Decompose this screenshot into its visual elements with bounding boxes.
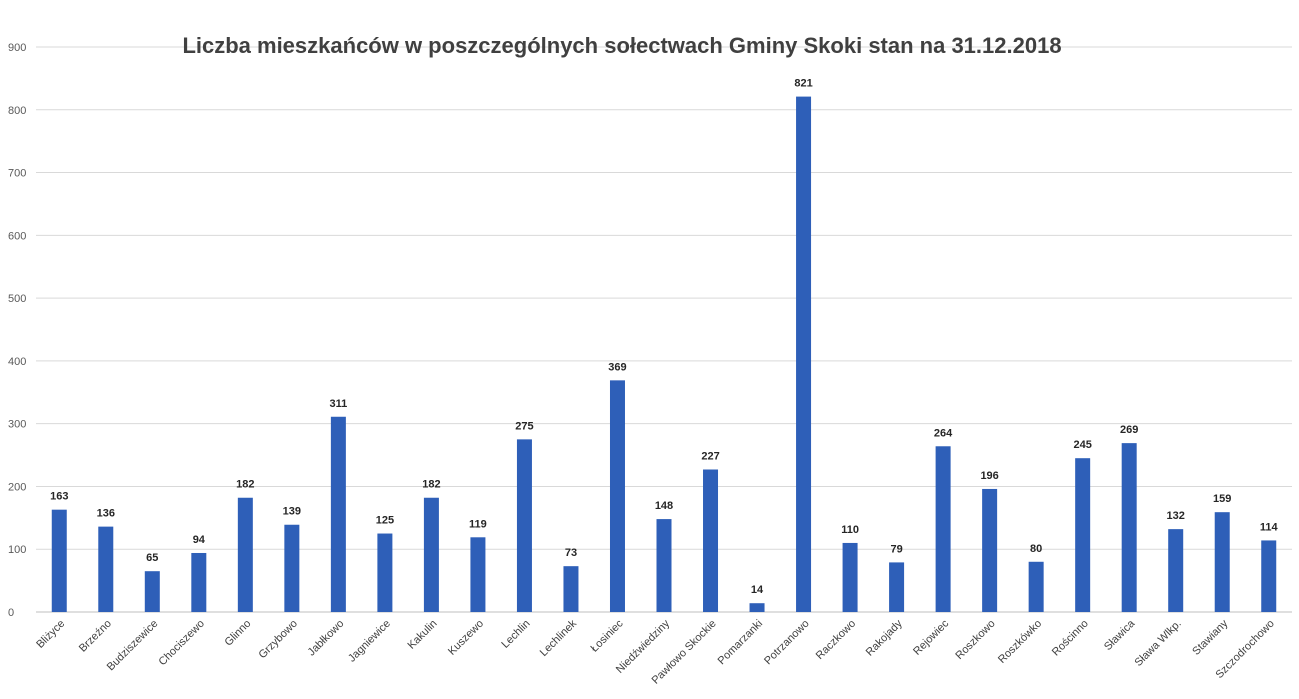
x-tick-label: Jabłkowo xyxy=(306,618,347,659)
x-tick-label: Grzybowo xyxy=(256,618,300,662)
x-tick-label: Pomarzanki xyxy=(716,618,766,668)
data-label: 94 xyxy=(193,534,206,546)
bar xyxy=(516,439,532,612)
x-tick-label: Chociszewo xyxy=(157,618,207,668)
data-label: 114 xyxy=(1260,521,1279,533)
x-tick-label: Roszkowo xyxy=(953,618,997,662)
y-tick-label: 100 xyxy=(8,544,26,556)
x-tick-label: Sławica xyxy=(1102,617,1138,653)
data-label: 73 xyxy=(565,547,577,559)
data-label: 132 xyxy=(1167,510,1185,522)
y-tick-label: 700 xyxy=(8,168,26,180)
y-tick-label: 500 xyxy=(8,293,26,305)
data-label: 369 xyxy=(608,361,626,373)
bar xyxy=(796,96,812,613)
bar xyxy=(656,519,672,612)
data-label: 110 xyxy=(841,524,859,536)
data-label: 182 xyxy=(236,479,254,491)
data-label: 182 xyxy=(422,479,440,491)
y-tick-label: 800 xyxy=(8,105,26,117)
x-tick-label: Roszkówko xyxy=(996,618,1044,666)
data-label: 119 xyxy=(469,518,487,530)
chart-title: Liczba mieszkańców w poszczególnych sołe… xyxy=(182,33,1061,58)
bar xyxy=(470,537,486,612)
data-label: 136 xyxy=(97,508,115,520)
data-label: 125 xyxy=(376,515,394,527)
x-tick-label: Jagniewice xyxy=(346,618,393,665)
data-label: 65 xyxy=(146,552,158,564)
data-label: 14 xyxy=(751,584,764,596)
data-label: 269 xyxy=(1120,424,1138,436)
bar xyxy=(1214,512,1230,612)
data-label: 80 xyxy=(1030,543,1042,555)
bar xyxy=(889,562,905,612)
data-label: 275 xyxy=(515,420,533,432)
data-label: 264 xyxy=(934,427,953,439)
x-tick-label: Glinno xyxy=(222,618,253,649)
x-tick-label: Bliżyce xyxy=(34,618,67,651)
data-label: 148 xyxy=(655,500,673,512)
bar xyxy=(423,497,439,612)
bar xyxy=(191,552,207,612)
y-tick-label: 0 xyxy=(8,607,14,619)
x-tick-label: Stawiany xyxy=(1190,617,1230,657)
y-tick-label: 600 xyxy=(8,230,26,242)
x-tick-label: Rościnno xyxy=(1050,618,1091,659)
bar xyxy=(237,497,253,612)
bar xyxy=(1028,561,1044,612)
bar xyxy=(749,603,765,612)
y-tick-label: 300 xyxy=(8,419,26,431)
bars xyxy=(51,96,1277,613)
x-tick-label: Łosiniec xyxy=(589,617,626,654)
data-label: 139 xyxy=(283,506,301,518)
data-label: 159 xyxy=(1213,493,1231,505)
x-tick-label: Lechlin xyxy=(499,618,532,651)
bar xyxy=(377,533,393,612)
bar xyxy=(935,446,951,612)
bar xyxy=(703,469,719,612)
y-tick-label: 400 xyxy=(8,356,26,368)
y-tick-label: 200 xyxy=(8,481,26,493)
bar xyxy=(842,542,858,612)
bar xyxy=(1075,458,1091,612)
x-tick-label: Rejowiec xyxy=(911,617,951,657)
y-axis-ticks: 0 100 200 300 400 500 600 700 800 900 xyxy=(8,42,26,619)
data-labels: 1631366594182139311125182119275733691482… xyxy=(50,78,1278,597)
x-tick-label: Raczkowo xyxy=(814,618,858,662)
bar xyxy=(982,488,998,612)
x-tick-label: Rakojady xyxy=(864,617,905,658)
bar xyxy=(1168,529,1184,612)
data-label: 196 xyxy=(980,470,998,482)
bar xyxy=(284,524,300,612)
bar xyxy=(1261,540,1277,612)
data-label: 821 xyxy=(794,78,812,90)
y-tick-label: 900 xyxy=(8,42,26,54)
data-label: 245 xyxy=(1073,439,1091,451)
data-label: 79 xyxy=(890,543,902,555)
bar xyxy=(51,509,67,612)
bar xyxy=(330,416,346,612)
x-tick-label: Kakulin xyxy=(406,618,440,652)
bar xyxy=(144,571,160,612)
bar xyxy=(1121,443,1137,612)
x-tick-label: Kuszewo xyxy=(446,618,486,658)
x-tick-label: Lechlinek xyxy=(538,617,580,659)
data-label: 163 xyxy=(50,491,68,503)
data-label: 311 xyxy=(329,398,347,410)
x-tick-label: Brzeźno xyxy=(77,618,114,655)
bar xyxy=(98,526,114,612)
x-tick-label: Potrzanowo xyxy=(762,618,812,668)
bar xyxy=(609,380,625,612)
data-label: 227 xyxy=(701,450,719,462)
x-tick-label: Sława Wlkp. xyxy=(1133,618,1184,669)
bar xyxy=(563,566,579,612)
